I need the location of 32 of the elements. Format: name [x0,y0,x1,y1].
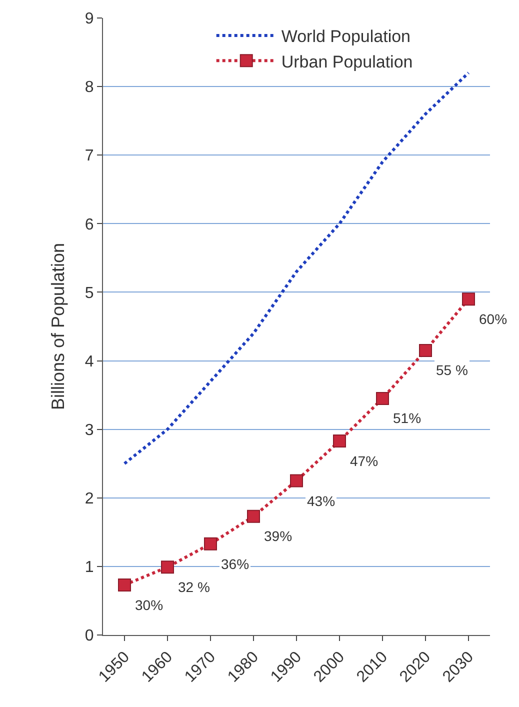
point [376,392,389,405]
point [333,434,346,448]
y-tick-label: 8 [84,79,94,96]
point [462,292,475,306]
legend-label: World Population [281,27,411,46]
y-tick-label: 7 [84,148,94,165]
annotation: 32 % [178,579,210,595]
annotation: 43% [307,493,336,509]
y-tick-label: 9 [84,10,94,28]
annotation: 60% [479,311,508,327]
y-tick-label: 2 [84,490,94,508]
y-tick-label: 6 [84,216,94,234]
point [204,537,217,550]
y-tick-label: 3 [84,422,94,439]
y-tick-label: 4 [84,353,94,370]
annotation: 36% [221,556,250,572]
annotation: 51% [393,410,422,426]
annotation: 30% [135,597,164,613]
annotation: 39% [264,528,292,544]
annotation: 55 % [436,362,468,378]
y-tick-label: 0 [84,628,94,645]
y-tick-label: 5 [84,284,94,302]
annotation: 47% [350,453,378,469]
point [161,560,174,574]
legend-label: Urban Population [281,52,413,72]
y-axis-title: Billions of Population [48,242,68,410]
line-series [123,71,470,466]
point [290,474,303,488]
point [419,344,432,357]
point [118,578,131,592]
y-tick-label: 1 [84,559,94,576]
point [247,510,260,523]
